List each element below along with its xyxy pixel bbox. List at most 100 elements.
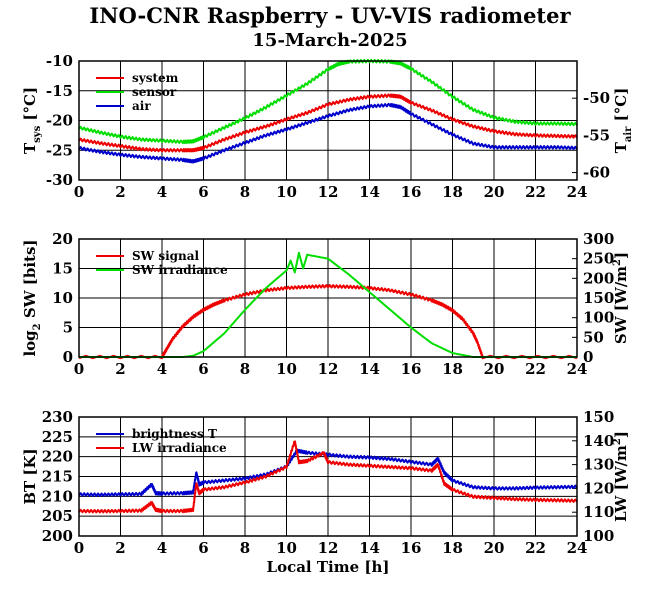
x-tick-label: 10 [276,360,297,378]
x-axis-label: Local Time [h] [267,558,390,576]
right-tick-label: 130 [583,456,614,474]
legend-label: sensor [132,85,177,99]
left-axis-label-2-tail: SW [bits] [21,239,39,323]
right-tick-label: 250 [583,250,614,268]
legend-label: air [132,99,151,113]
series-line-sensor [78,58,578,145]
left-tick-label: 205 [42,507,73,525]
left-axis-label-3: BT [K] [21,448,39,504]
x-tick-label: 10 [276,183,297,201]
right-axis-label-2-tail: ] [612,252,630,259]
left-tick-label: -15 [46,82,73,100]
right-tick-label: -50 [583,89,610,107]
x-tick-label: 24 [567,183,588,201]
x-tick-label: 12 [318,360,339,378]
left-axis-label-2-text: log2 SW [bits] [21,239,43,356]
right-axis-label-1: Tair [°C] [612,88,634,154]
left-tick-label: 20 [52,230,73,248]
x-tick-label: 18 [442,539,463,557]
left-tick-label: -20 [46,112,73,130]
x-tick-label: 6 [198,183,208,201]
x-tick-label: 12 [318,539,339,557]
left-axis-label-2: log2 SW [bits] [21,239,43,356]
legend-label: LW irradiance [132,441,227,455]
x-tick-label: 14 [359,183,380,201]
plot-frame [78,60,578,181]
series-line-sw-irradiance [79,251,577,358]
panel-1: 0 2 4 6 8 10 12 14 16 18 20 22 24-30-25-20-15-10-60-… [46,52,610,201]
x-tick-label: 20 [484,360,505,378]
right-axis-label-3-tail: ] [612,431,630,438]
x-tick-label: 8 [240,183,250,201]
x-tick-label: 22 [525,360,546,378]
x-tick-label: 20 [484,183,505,201]
plot-frame [78,416,578,537]
left-tick-label: 215 [42,468,73,486]
right-axis-label-2-main: SW [W/m [612,266,630,344]
right-axis-label-3-sup: 2 [612,438,623,445]
right-axis-label-1-tail: [°C] [612,88,630,127]
x-tick-label: 18 [442,360,463,378]
right-axis-label-2-text: SW [W/m2] [612,252,630,344]
left-tick-label: -25 [46,141,73,159]
left-tick-label: -10 [46,52,73,70]
right-axis-label-2: SW [W/m2] [612,252,630,344]
x-tick-label: 8 [240,360,250,378]
x-tick-label: 0 [74,183,84,201]
legend-label: SW irradiance [132,263,228,277]
left-tick-label: 0 [63,348,73,366]
right-axis-label-3-text: LW [W/m2] [612,431,630,522]
right-tick-label: 120 [583,479,614,497]
x-tick-label: 6 [198,539,208,557]
x-tick-label: 16 [401,539,422,557]
right-axis-label-2-sup: 2 [612,259,623,266]
right-tick-label: 0 [583,348,593,366]
left-axis-label-1-sub: sys [32,125,43,142]
x-tick-label: 2 [115,183,125,201]
chart-subtitle: 15-March-2025 [252,30,408,51]
plot-frame [78,238,578,358]
x-tick-label: 4 [157,539,167,557]
left-axis-label-1-text: Tsys [°C] [21,87,43,154]
right-tick-label: -55 [583,126,610,144]
panel-2: 0 2 4 6 8 10 12 14 16 18 20 22 240510152005010015020… [52,230,614,378]
series-line-system [78,93,578,153]
left-axis-label-3-text: BT [K] [21,448,39,504]
left-tick-label: 210 [42,487,73,505]
left-tick-label: 230 [42,408,73,426]
x-tick-label: 16 [401,360,422,378]
right-tick-label: 140 [583,432,614,450]
left-tick-label: 5 [63,319,73,337]
x-tick-label: 2 [115,539,125,557]
right-tick-label: -60 [583,164,610,182]
right-tick-label: 110 [583,503,614,521]
left-axis-label-2-sub: 2 [32,323,43,330]
right-tick-label: 150 [583,408,614,426]
right-tick-label: 100 [583,309,614,327]
x-tick-label: 10 [276,539,297,557]
series-line-air [78,102,578,164]
x-tick-label: 20 [484,539,505,557]
x-tick-label: 16 [401,183,422,201]
right-axis-label-3-main: LW [W/m [612,445,630,522]
x-tick-label: 4 [157,183,167,201]
x-tick-label: 18 [442,183,463,201]
left-tick-label: -30 [46,171,73,189]
left-axis-label-2-main: log [21,330,39,357]
x-tick-label: 4 [157,360,167,378]
legend-label: SW signal [132,249,200,263]
panel-3: 0 2 4 6 8 10 12 14 16 18 20 22 242002052102152202252… [42,408,615,576]
x-tick-label: 0 [74,360,84,378]
x-tick-label: 24 [567,360,588,378]
legend-label: system [132,71,179,85]
left-axis-label-1-tail: [°C] [21,87,39,126]
left-axis-label-3-main: BT [K] [21,448,39,504]
right-tick-label: 150 [583,289,614,307]
right-tick-label: 100 [583,527,614,545]
left-axis-label-1: Tsys [°C] [21,87,43,154]
series-line-lw-irradiance [78,440,578,514]
chart-title: INO-CNR Raspberry - UV-VIS radiometer [89,3,571,28]
left-tick-label: 225 [42,428,73,446]
x-tick-label: 2 [115,360,125,378]
